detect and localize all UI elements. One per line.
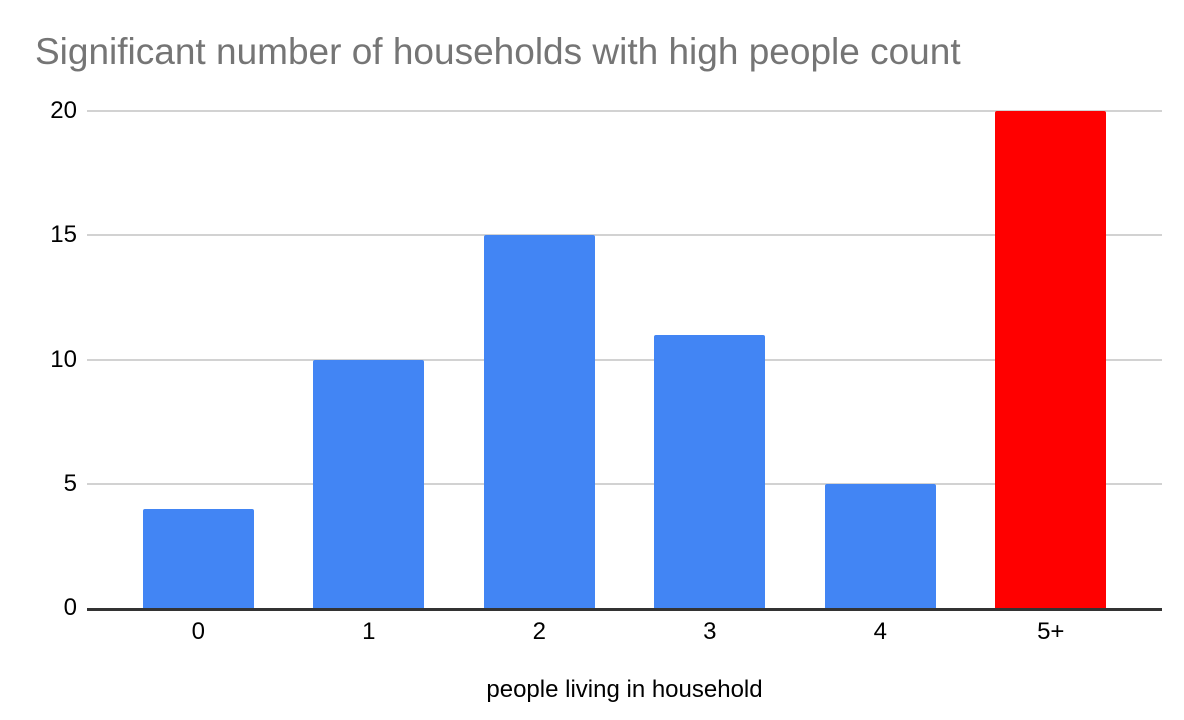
gridline-20 [87,110,1162,112]
y-tick-label-10: 10 [50,345,77,373]
chart-title: Significant number of households with hi… [35,31,961,72]
x-tick-label-1: 1 [362,618,376,645]
bar-slot-4 [795,111,966,608]
bar-slot-1 [284,111,455,608]
bar-5+ [995,111,1107,608]
y-tick-label-20: 20 [50,97,77,124]
x-tick-label-3: 3 [703,618,717,645]
y-tick-label-15: 15 [50,221,77,249]
plot-area [87,110,1162,611]
bar-0 [142,508,254,608]
bar-1 [313,359,425,608]
y-tick-label-5: 5 [63,469,77,497]
x-axis-title: people living in household [486,676,763,703]
x-tick-label-2: 2 [532,618,546,645]
gridline-5 [87,482,1162,485]
x-tick-label-5+: 5+ [1037,618,1065,645]
bar-slot-5+ [966,111,1137,608]
bar-2 [483,235,595,608]
bar-slot-0 [113,111,284,608]
bar-slot-2 [454,111,625,608]
bar-3 [654,334,766,608]
gridline-10 [87,358,1162,361]
gridline-15 [87,234,1162,237]
bar-slot-3 [625,111,796,608]
x-tick-label-0: 0 [191,618,205,645]
y-axis-labels: 0 5 10 15 20 [0,98,77,621]
x-axis-labels: 0 1 2 3 4 5+ [87,617,1162,647]
y-tick-label-0: 0 [63,594,77,621]
x-tick-label-4: 4 [873,618,887,645]
bars-container [87,111,1162,608]
bar-4 [824,483,936,608]
